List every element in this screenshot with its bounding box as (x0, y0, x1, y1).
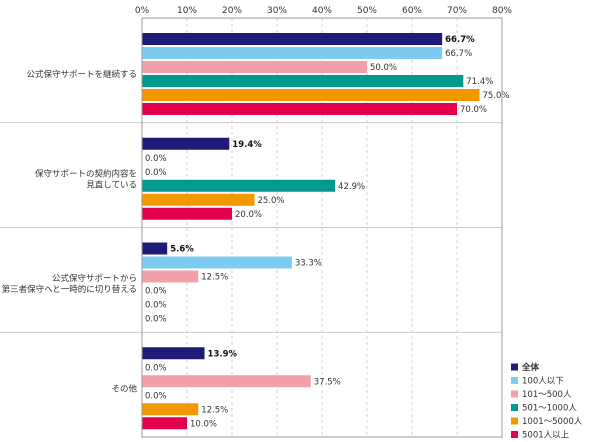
bar (142, 347, 205, 360)
legend-swatch (511, 390, 518, 398)
bars (142, 33, 480, 430)
x-tick-label: 60% (402, 6, 422, 16)
legend-label: 1001～5000人 (522, 417, 583, 427)
bar (142, 137, 230, 150)
data-label: 0.0% (145, 154, 167, 164)
x-tick-label: 40% (312, 6, 332, 16)
legend-swatch (511, 417, 518, 425)
x-axis-ticks: 0% 10% 20% 30% 40% 50% 60% 70% 80% (135, 6, 513, 16)
data-labels: 66.7% 66.7% 50.0% 71.4% 75.0% 70.0% 19.4% 0.0% 0… (145, 35, 510, 429)
category-label: その他 (111, 383, 137, 394)
data-label: 71.4% (466, 77, 493, 87)
category-label: 保守サポートの契約内容を (35, 168, 137, 179)
bar (142, 47, 443, 59)
bar (142, 242, 168, 255)
bar (142, 179, 336, 192)
data-label: 12.5% (201, 273, 228, 283)
data-label: 42.9% (338, 182, 365, 192)
bar (142, 403, 199, 416)
category-label: 公式保守サポートから (52, 273, 137, 284)
data-label: 13.9% (208, 349, 238, 359)
plot-frame (141, 17, 503, 438)
category-separators (0, 122, 502, 333)
legend-swatch (511, 363, 518, 371)
category-labels: 公式保守サポートを継続する保守サポートの契約内容を見直している公式保守サポートか… (2, 69, 138, 394)
x-tick-label: 0% (135, 6, 150, 16)
data-label: 20.0% (235, 210, 262, 220)
legend-label: 101～500人 (522, 390, 572, 400)
data-label: 5.6% (170, 245, 194, 255)
legend-label: 全体 (521, 362, 540, 373)
data-label: 0.0% (145, 363, 167, 373)
data-label: 12.5% (201, 405, 228, 415)
legend-label: 5001人以上 (522, 431, 570, 441)
legend-swatch (511, 377, 518, 384)
x-tick-label: 10% (177, 6, 197, 16)
bar (142, 417, 187, 430)
x-tick-label: 30% (267, 6, 287, 16)
data-label: 0.0% (145, 301, 167, 311)
bar (142, 89, 480, 101)
data-label: 75.0% (483, 91, 510, 101)
bar (142, 103, 457, 115)
data-label: 0.0% (145, 315, 167, 325)
data-label: 25.0% (258, 196, 285, 206)
bar (142, 207, 232, 220)
x-tick-label: 70% (447, 6, 467, 16)
data-label: 19.4% (232, 140, 262, 150)
legend-swatch (511, 404, 518, 411)
data-label: 0.0% (145, 168, 167, 178)
x-tick-label: 80% (492, 6, 512, 16)
x-tick-label: 50% (357, 6, 377, 16)
category-label: 公式保守サポートを継続する (26, 69, 137, 80)
data-label: 37.5% (314, 377, 341, 387)
data-label: 70.0% (460, 105, 487, 115)
grid-lines (186, 18, 458, 437)
bar (142, 375, 311, 388)
data-label: 10.0% (190, 419, 217, 429)
bar (142, 193, 255, 206)
data-label: 0.0% (145, 287, 167, 297)
category-label: 見直している (86, 179, 137, 190)
legend-label: 100人以下 (522, 377, 564, 387)
bar (142, 270, 199, 283)
category-label: 第三者保守へと一時的に切り替える (2, 284, 137, 295)
data-label: 0.0% (145, 391, 167, 401)
bar (142, 256, 292, 269)
legend-swatch (511, 431, 518, 438)
data-label: 33.3% (295, 259, 322, 269)
legend-label: 501～1000人 (522, 404, 577, 414)
data-label: 50.0% (370, 63, 397, 73)
data-label: 66.7% (445, 35, 475, 45)
bar (142, 61, 367, 73)
bar (142, 75, 464, 87)
x-tick-label: 20% (222, 6, 242, 16)
legend: 全体 100人以下 101～500人 501～1000人 1001～5000人 5001人… (511, 362, 583, 441)
bar (142, 33, 443, 45)
data-label: 66.7% (445, 49, 472, 59)
